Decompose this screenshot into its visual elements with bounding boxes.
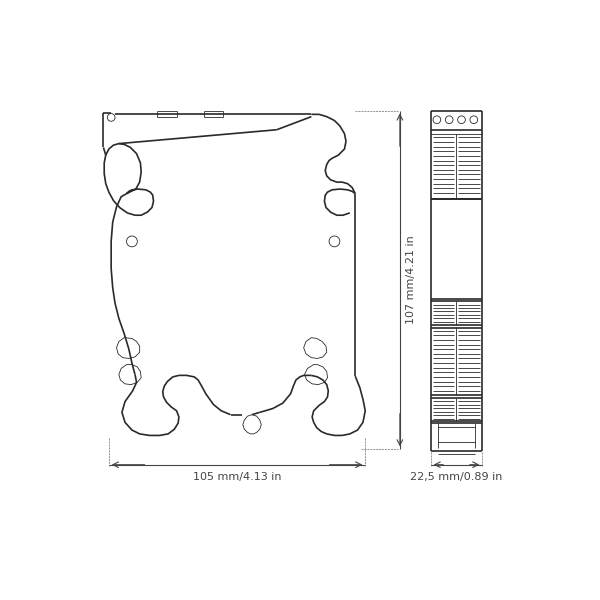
Text: 22,5 mm/0.89 in: 22,5 mm/0.89 in xyxy=(410,472,503,482)
Text: 107 mm/4.21 in: 107 mm/4.21 in xyxy=(406,236,416,324)
Text: 105 mm/4.13 in: 105 mm/4.13 in xyxy=(193,472,281,482)
